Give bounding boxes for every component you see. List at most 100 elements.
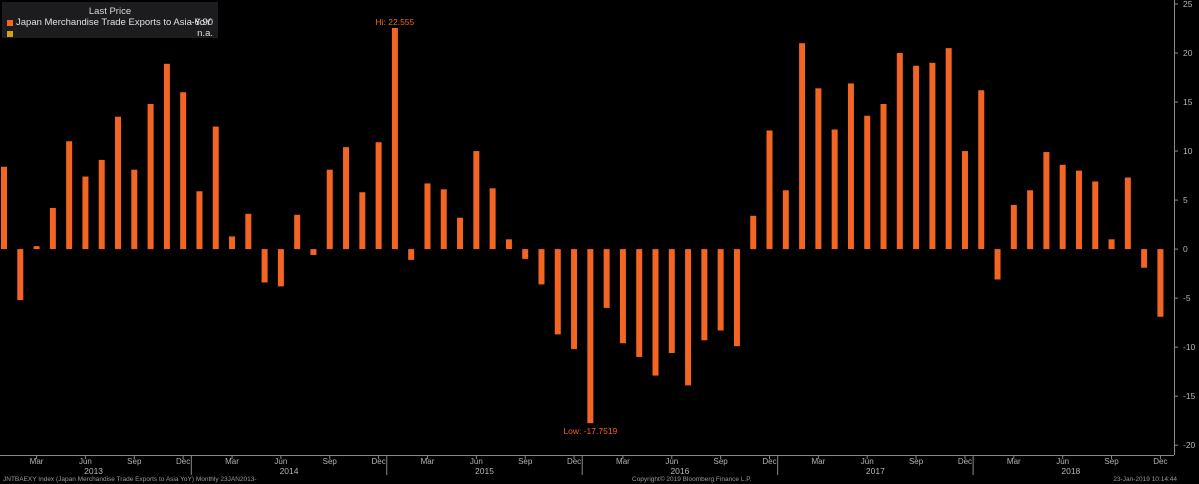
x-year-label: 2017 — [866, 466, 885, 476]
bar-2013-11 — [163, 63, 170, 250]
bar-2016-08 — [701, 249, 708, 341]
bar-2015-01 — [391, 27, 398, 250]
bar-2017-09 — [913, 65, 920, 250]
bar-2018-12 — [1157, 249, 1164, 317]
footer: JNTBAEXY Index (Japan Merchandise Trade … — [0, 476, 1199, 484]
y-tick-label: 10 — [1183, 146, 1193, 156]
bar-2013-01 — [1, 166, 7, 250]
y-tick-label: 0 — [1183, 244, 1188, 254]
x-year-label: 2015 — [475, 466, 494, 476]
x-tick-label: Sep — [323, 457, 338, 466]
bar-2015-12 — [571, 249, 578, 350]
bar-2015-05 — [457, 217, 464, 250]
bar-2014-03 — [229, 236, 236, 250]
x-tick-label: Mar — [421, 457, 435, 466]
legend-series-value-secondary: n.a. — [197, 28, 213, 39]
y-tick-label: 5 — [1183, 195, 1188, 205]
bar-2016-01 — [587, 249, 594, 424]
legend-swatch-secondary — [7, 31, 13, 37]
legend-swatch-exports — [7, 20, 13, 26]
y-tick-label: -20 — [1183, 440, 1196, 450]
legend-row-exports: Japan Merchandise Trade Exports to Asia … — [2, 17, 218, 28]
bar-2013-05 — [66, 141, 73, 250]
x-tick-label: Sep — [909, 457, 924, 466]
bar-2017-01 — [782, 190, 789, 250]
x-tick-label: Mar — [811, 457, 825, 466]
bar-2018-05 — [1043, 152, 1050, 250]
x-year-label: 2014 — [280, 466, 299, 476]
bar-2017-12 — [961, 151, 968, 250]
x-year-label: 2018 — [1061, 466, 1080, 476]
x-tick-label: Dec — [371, 457, 385, 466]
y-tick-label: 25 — [1183, 0, 1193, 9]
bar-2016-05 — [652, 249, 659, 376]
bar-2014-10 — [343, 147, 350, 250]
y-tick-label: -15 — [1183, 391, 1196, 401]
bar-2018-04 — [1027, 190, 1034, 250]
x-tick-label: Sep — [1104, 457, 1119, 466]
x-year-label: 2013 — [84, 466, 103, 476]
bar-2015-03 — [424, 183, 431, 250]
x-tick-label: Dec — [1153, 457, 1167, 466]
bar-2014-04 — [245, 213, 252, 250]
bar-2017-07 — [880, 104, 887, 250]
legend: Last Price Japan Merchandise Trade Expor… — [2, 2, 218, 39]
bar-2017-11 — [945, 48, 952, 250]
bar-2018-07 — [1075, 170, 1082, 250]
x-tick-label: Sep — [518, 457, 533, 466]
bar-2016-02 — [603, 249, 610, 308]
bar-2017-10 — [929, 62, 936, 250]
x-tick-label: Jun — [274, 457, 287, 466]
bar-2018-02 — [994, 249, 1001, 280]
bar-2014-07 — [294, 214, 301, 250]
high-annotation: Hi: 22.555 — [376, 17, 415, 27]
x-tick-label: Jun — [79, 457, 92, 466]
bar-2018-01 — [978, 90, 985, 250]
bar-2013-07 — [98, 159, 105, 250]
bar-2013-06 — [82, 176, 89, 250]
bar-2013-09 — [131, 169, 138, 250]
x-tick-label: Dec — [567, 457, 581, 466]
x-tick-label: Mar — [30, 457, 44, 466]
y-tick-label: -5 — [1183, 293, 1191, 303]
bar-2017-04 — [831, 129, 838, 250]
bar-2013-04 — [49, 207, 56, 250]
legend-series-name: Japan Merchandise Trade Exports to Asia … — [16, 17, 212, 28]
bar-2017-06 — [864, 115, 871, 250]
x-tick-label: Dec — [176, 457, 190, 466]
bar-2015-04 — [440, 189, 447, 250]
y-tick-label: -10 — [1183, 342, 1196, 352]
footer-ticker: JNTBAEXY Index (Japan Merchandise Trade … — [3, 476, 257, 483]
bar-2014-12 — [375, 142, 382, 250]
bar-2016-10 — [733, 249, 740, 347]
legend-header: Last Price — [88, 6, 132, 17]
x-tick-label: Dec — [762, 457, 776, 466]
bar-2014-08 — [310, 249, 317, 255]
bar-2014-05 — [261, 249, 268, 283]
bar-2013-08 — [115, 116, 122, 250]
bar-2013-03 — [33, 246, 40, 250]
bar-2018-10 — [1124, 177, 1131, 250]
bar-2017-03 — [815, 88, 822, 250]
bar-2015-06 — [473, 151, 480, 250]
bar-2016-03 — [619, 249, 626, 344]
x-tick-label: Jun — [861, 457, 874, 466]
bar-2013-02 — [17, 249, 24, 301]
bar-2014-06 — [277, 249, 284, 287]
bar-2015-08 — [505, 239, 512, 250]
bar-2018-06 — [1059, 164, 1066, 250]
legend-row-secondary: n.a. — [2, 28, 218, 39]
bar-2018-08 — [1092, 181, 1099, 250]
bar-2015-10 — [538, 249, 545, 285]
x-tick-label: Jun — [665, 457, 678, 466]
bar-2014-11 — [359, 192, 366, 250]
legend-series-value: -6.90 — [191, 17, 213, 28]
bar-2015-07 — [489, 188, 496, 250]
bar-2015-02 — [408, 249, 415, 260]
bar-2018-09 — [1108, 239, 1115, 250]
x-tick-label: Sep — [714, 457, 729, 466]
bar-2016-06 — [668, 249, 675, 354]
x-tick-label: Jun — [470, 457, 483, 466]
bar-2016-12 — [766, 130, 773, 250]
bar-2018-11 — [1141, 249, 1148, 268]
